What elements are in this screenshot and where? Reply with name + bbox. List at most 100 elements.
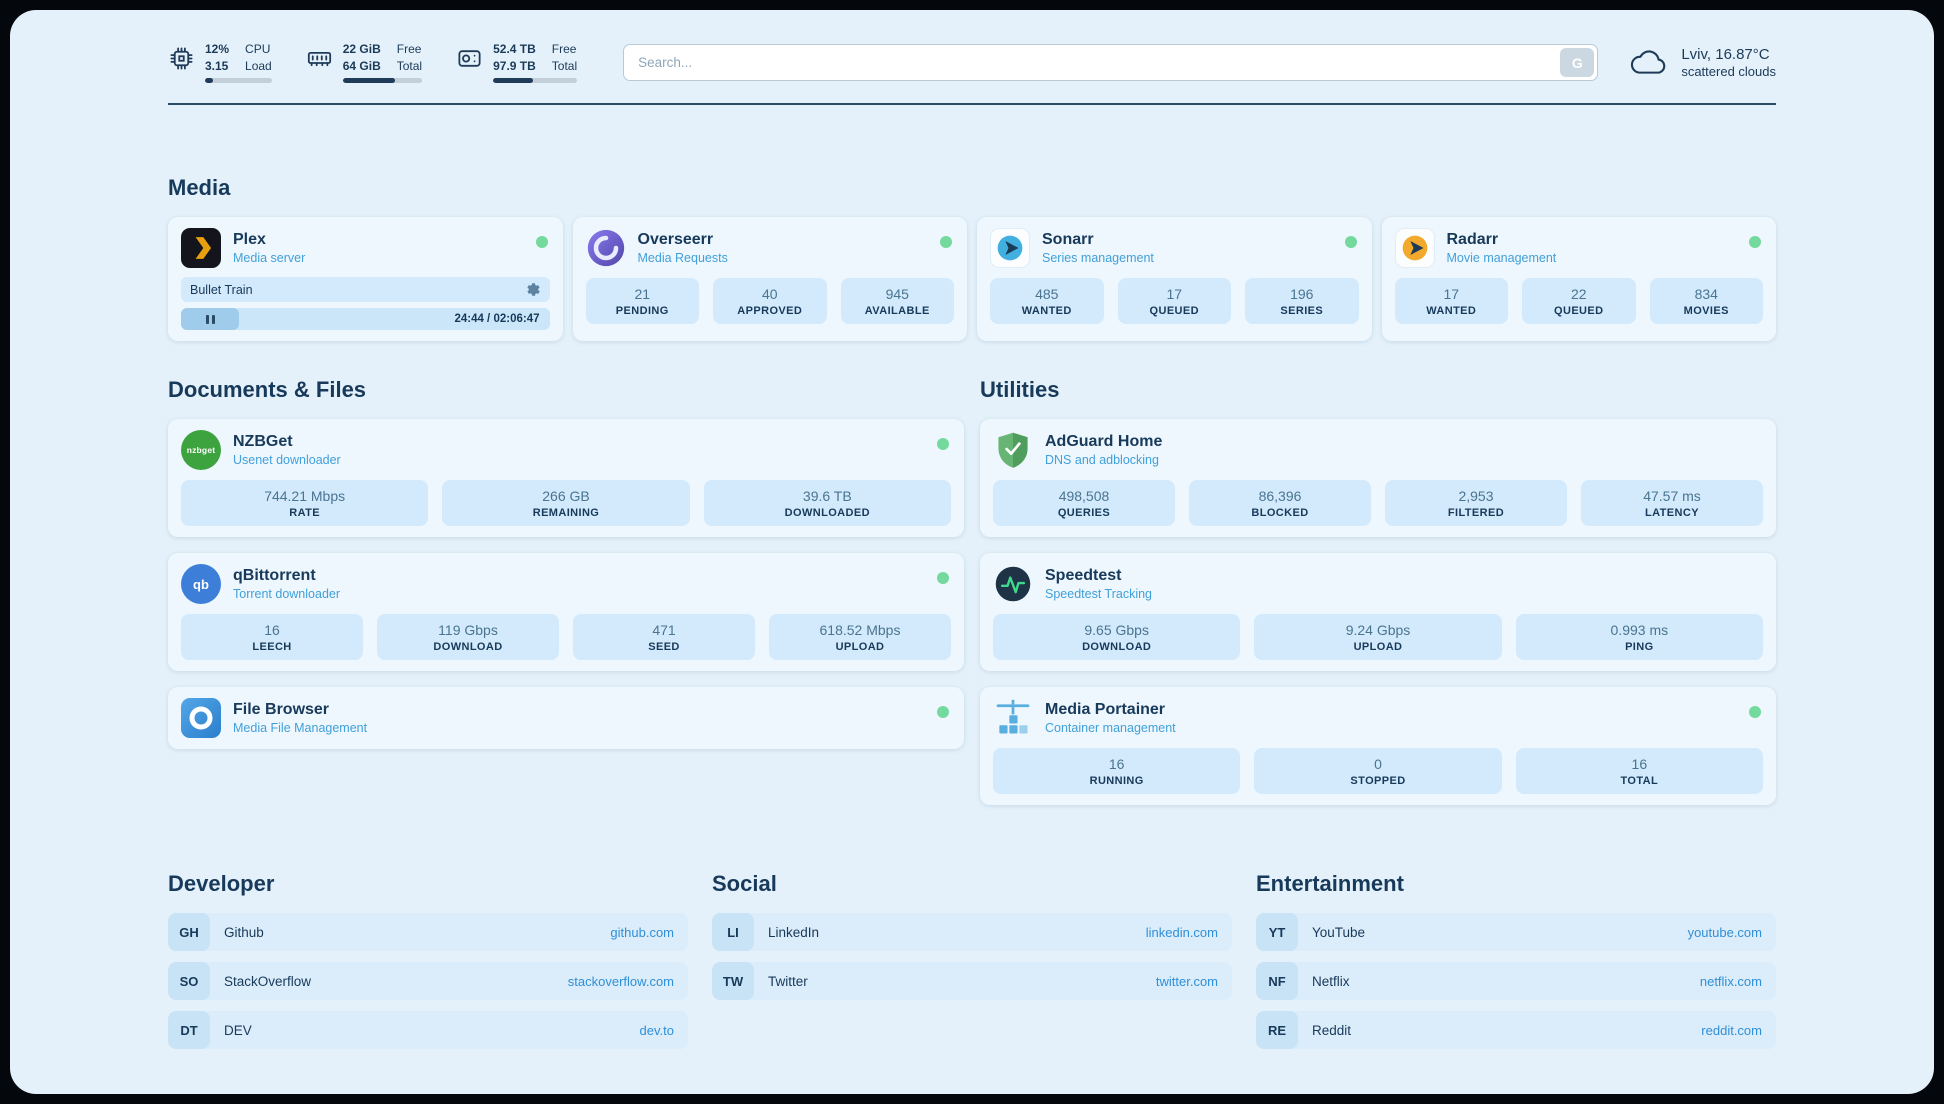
stat-value: 945 (885, 286, 909, 303)
dashboard: 12% CPU 3.15 Load 22 GiB Free (10, 10, 1934, 1094)
qbittorrent-card[interactable]: qb qBittorrent Torrent downloader 16 LEE… (168, 553, 964, 672)
bookmark-stackoverflow[interactable]: SO StackOverflow stackoverflow.com (168, 962, 688, 1001)
bookmark-name: YouTube (1312, 924, 1366, 940)
radarr-card[interactable]: Radarr Movie management 17 WANTED 22 QUE… (1381, 217, 1776, 342)
bookmark-netflix[interactable]: NF Netflix netflix.com (1256, 962, 1776, 1001)
adguard-card[interactable]: AdGuard Home DNS and adblocking 498,508 … (980, 419, 1776, 538)
bookmark-youtube[interactable]: YT YouTube youtube.com (1256, 913, 1776, 952)
stat-ping: 0.993 ms PING (1515, 614, 1763, 661)
nzbget-titles: NZBGet Usenet downloader (233, 433, 341, 467)
stat-label: PING (1625, 641, 1654, 654)
app-subtitle: DNS and adblocking (1045, 453, 1159, 468)
app-title: Sonarr (1042, 231, 1094, 249)
sonarr-titles: Sonarr Series management (1042, 231, 1154, 265)
overseerr-header: Overseerr Media Requests (586, 228, 955, 268)
filebrowser-icon (181, 698, 221, 739)
status-dot (1344, 236, 1357, 249)
bookmark-abbr: NF (1256, 962, 1298, 1001)
stat-value: 16 (1631, 756, 1648, 773)
overseerr-card[interactable]: Overseerr Media Requests 21 PENDING 40 A… (572, 217, 967, 342)
stat-label: STOPPED (1350, 775, 1406, 788)
status-dot (1749, 236, 1761, 249)
cpu-bar (205, 78, 272, 84)
stat-label: QUEUED (1149, 305, 1199, 318)
bookmark-url: youtube.com (1687, 924, 1762, 940)
stat-label: DOWNLOAD (1082, 641, 1152, 654)
radarr-icon (1394, 228, 1435, 269)
portainer-card[interactable]: Media Portainer Container management 16 … (980, 687, 1776, 806)
playback-progress[interactable]: 24:44 / 02:06:47 (181, 308, 550, 331)
stat-value: 86,396 (1258, 488, 1302, 505)
portainer-header: Media Portainer Container management (993, 698, 1763, 738)
stat-leech: 16 LEECH (181, 614, 363, 661)
status-dot (1749, 706, 1761, 719)
app-subtitle: Usenet downloader (233, 453, 341, 468)
stat-label: TOTAL (1620, 775, 1659, 788)
overseerr-icon (586, 228, 626, 268)
media-section-title: Media (168, 175, 231, 201)
overseerr-titles: Overseerr Media Requests (638, 231, 728, 265)
header-divider (168, 103, 1776, 106)
ram-free: 22 GiB (342, 42, 381, 56)
status-dot (937, 438, 949, 451)
stat-queued: 17 QUEUED (1117, 278, 1231, 325)
search-engine-button[interactable]: G (1560, 48, 1595, 78)
stat-label: AVAILABLE (864, 305, 930, 318)
stat-value: 834 (1694, 286, 1718, 303)
stat-stopped: 0 STOPPED (1254, 748, 1502, 795)
portainer-stats: 16 RUNNING 0 STOPPED 16 TOTAL (993, 748, 1763, 795)
disk-label2: Total (551, 58, 578, 73)
stat-latency: 47.57 ms LATENCY (1581, 480, 1763, 527)
cpu-percent: 12% (205, 42, 230, 56)
app-subtitle: Container management (1045, 721, 1176, 736)
speedtest-stats: 9.65 Gbps DOWNLOAD 9.24 Gbps UPLOAD 0.99… (993, 614, 1763, 661)
bookmark-twitter[interactable]: TW Twitter twitter.com (712, 962, 1232, 1001)
disk-free: 52.4 TB (493, 42, 536, 56)
bookmark-url: netflix.com (1699, 973, 1762, 989)
disk-icon (458, 50, 481, 67)
filebrowser-card[interactable]: File Browser Media File Management (168, 687, 964, 750)
plex-card[interactable]: Plex Media server Bullet Train 24:44 / (168, 217, 563, 342)
bookmark-url: twitter.com (1155, 973, 1218, 989)
bookmark-linkedin[interactable]: LI LinkedIn linkedin.com (712, 913, 1232, 952)
stat-filtered: 2,953 FILTERED (1385, 480, 1567, 527)
bookmark-name: Reddit (1312, 1022, 1352, 1038)
stat-value: 498,508 (1058, 488, 1110, 505)
stat-label: SEED (648, 641, 680, 654)
stat-value: 17 (1166, 286, 1183, 303)
app-title: qBittorrent (233, 567, 316, 585)
stat-value: 16 (1108, 756, 1125, 773)
stat-label: QUERIES (1057, 507, 1111, 520)
app-title: Media Portainer (1045, 701, 1166, 719)
bookmark-abbr: SO (168, 962, 210, 1001)
qbittorrent-stats: 16 LEECH 119 Gbps DOWNLOAD 471 SEED 61 (181, 614, 951, 661)
bookmark-reddit[interactable]: RE Reddit reddit.com (1256, 1011, 1776, 1050)
gear-icon[interactable] (526, 282, 541, 297)
stat-download: 9.65 Gbps DOWNLOAD (993, 614, 1241, 661)
bookmark-dev[interactable]: DT DEV dev.to (168, 1011, 688, 1050)
pause-button[interactable] (181, 308, 239, 331)
bookmark-abbr: DT (168, 1011, 210, 1050)
bookmark-name: Netflix (1312, 973, 1350, 989)
stat-label: BLOCKED (1251, 507, 1309, 520)
stat-label: MOVIES (1683, 305, 1729, 318)
social-column: Social LI LinkedIn linkedin.com TW Twitt… (712, 871, 1232, 1060)
bookmark-github[interactable]: GH Github github.com (168, 913, 688, 952)
speedtest-card[interactable]: Speedtest Speedtest Tracking 9.65 Gbps D… (980, 553, 1776, 672)
bookmark-abbr: GH (168, 913, 210, 952)
app-title: Overseerr (637, 231, 714, 249)
stat-seed: 471 SEED (573, 614, 755, 661)
status-dot (940, 236, 952, 249)
stat-value: 39.6 TB (802, 488, 852, 505)
app-title: AdGuard Home (1045, 433, 1163, 451)
search-bar: G (623, 44, 1599, 82)
ram-icon (307, 51, 331, 67)
sonarr-card[interactable]: Sonarr Series management 485 WANTED 17 Q… (977, 217, 1372, 342)
top-bar: 12% CPU 3.15 Load 22 GiB Free (168, 10, 1776, 84)
search-input[interactable] (623, 44, 1599, 82)
nzbget-card[interactable]: nzbget NZBGet Usenet downloader 744.21 M… (168, 419, 964, 538)
radarr-header: Radarr Movie management (1394, 228, 1764, 269)
app-subtitle: Media Requests (637, 251, 728, 266)
ram-label: Free (396, 42, 422, 56)
stat-value: 17 (1443, 286, 1460, 303)
